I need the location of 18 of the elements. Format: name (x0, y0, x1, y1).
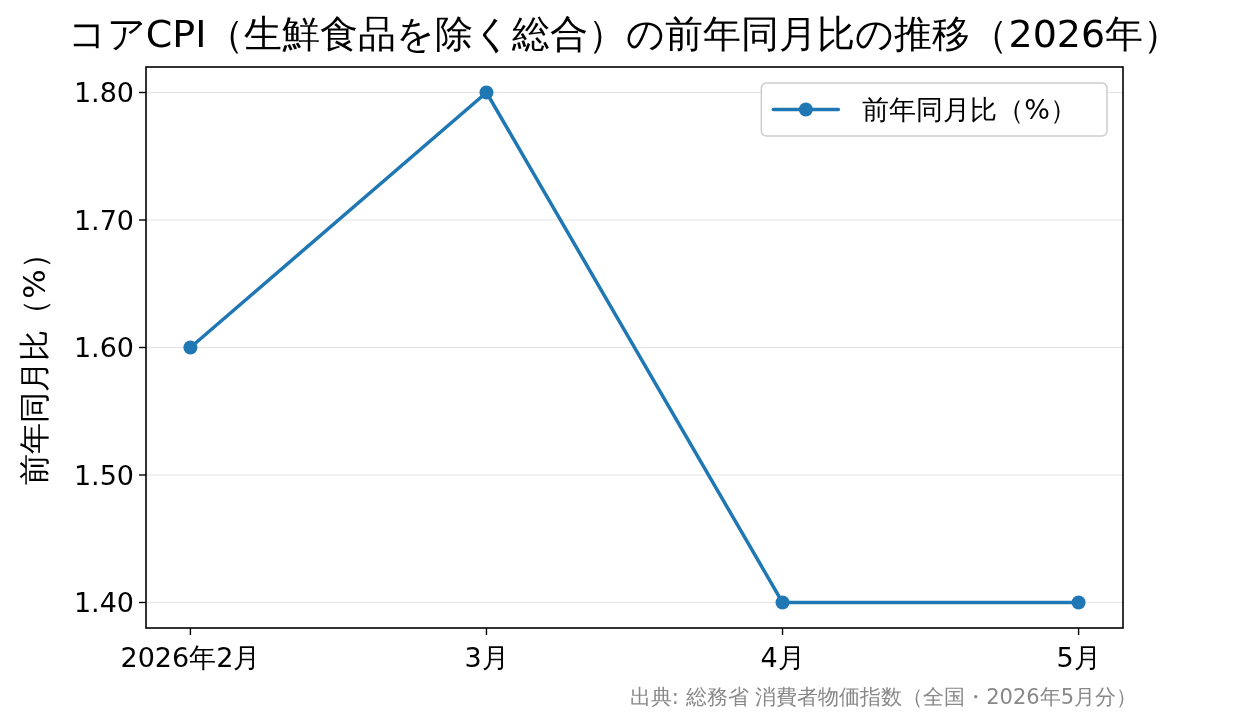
x-tick-label: 2026年2月 (120, 641, 261, 673)
y-tick-label: 1.70 (73, 204, 134, 236)
point (479, 85, 494, 100)
y-tick-label: 1.50 (73, 459, 134, 491)
y-axis-title: 前年同月比（%） (16, 238, 52, 485)
point (1071, 595, 1086, 610)
legend: 前年同月比（%） (760, 82, 1108, 137)
y-tick-label: 1.60 (73, 332, 134, 363)
x-tick-label: 4月 (760, 641, 805, 673)
y-tick-label: 1.40 (73, 587, 134, 618)
legend-label: 前年同月比（%） (862, 94, 1077, 125)
point (775, 595, 790, 610)
y-tick-label: 1.80 (73, 77, 134, 108)
source-note: 出典: 総務省 消費者物価指数（全国・2026年5月分） (629, 685, 1137, 709)
x-tick-label: 3月 (464, 641, 509, 673)
x-tick-label: 5月 (1056, 641, 1101, 673)
chart-title: コアCPI（生鮮食品を除く総合）の前年同月比の推移（2026年） (67, 12, 1182, 56)
point (183, 340, 198, 355)
